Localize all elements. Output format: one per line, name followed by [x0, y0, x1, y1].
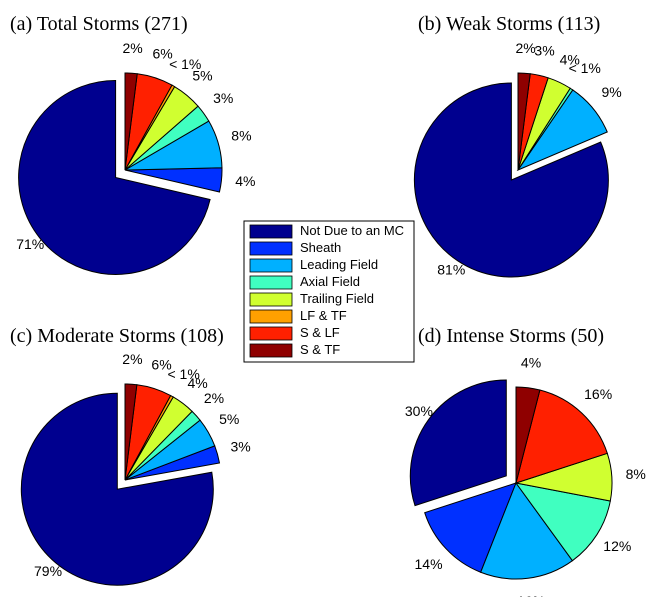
value-label: 6%	[151, 356, 171, 372]
value-label: 2%	[123, 40, 143, 56]
value-label: 81%	[437, 262, 465, 278]
pie-slice	[424, 482, 517, 573]
pie-slice	[515, 389, 608, 484]
value-label: 12%	[603, 538, 631, 554]
legend-swatch	[249, 309, 293, 324]
legend-swatch	[249, 326, 293, 341]
pie-slice	[517, 72, 531, 171]
value-label: 8%	[231, 128, 251, 144]
value-label: 3%	[213, 90, 233, 106]
legend-label: Trailing Field	[300, 291, 374, 306]
legend-swatch	[249, 275, 293, 290]
legend-label: S & TF	[300, 342, 340, 357]
value-label: < 1%	[169, 56, 201, 72]
chart-title: (b) Weak Storms (113)	[418, 13, 600, 35]
pie-slice	[413, 82, 609, 278]
legend-label: Not Due to an MC	[300, 223, 404, 238]
chart-title: (d) Intense Storms (50)	[418, 325, 604, 347]
pie-slice	[124, 72, 138, 171]
legend-swatch	[249, 224, 293, 239]
value-label: 2%	[516, 40, 536, 56]
pie-slice	[409, 379, 507, 507]
value-label: 4%	[188, 375, 208, 391]
legend-label: S & LF	[300, 325, 340, 340]
value-label: 4%	[560, 51, 580, 67]
value-label: < 1%	[569, 60, 601, 76]
value-label: 30%	[405, 403, 433, 419]
value-label: 5%	[219, 411, 239, 427]
value-label: < 1%	[167, 366, 199, 382]
legend-label: LF & TF	[300, 308, 347, 323]
value-label: 9%	[601, 84, 621, 100]
pie-slice	[18, 79, 211, 275]
value-label: 2%	[122, 351, 142, 367]
legend-swatch	[249, 292, 293, 307]
pie-slice	[480, 481, 574, 580]
value-label: 16%	[517, 593, 545, 597]
value-label: 5%	[192, 68, 212, 84]
legend-label: Sheath	[300, 240, 341, 255]
legend-swatch	[249, 258, 293, 273]
value-label: 16%	[584, 386, 612, 402]
pie-slice	[124, 383, 138, 481]
pie-slice	[20, 392, 214, 586]
value-label: 79%	[34, 563, 62, 579]
value-label: 3%	[231, 439, 251, 455]
legend-label: Axial Field	[300, 274, 360, 289]
value-label: 8%	[626, 466, 646, 482]
legend-label: Leading Field	[300, 257, 378, 272]
value-label: 71%	[16, 236, 44, 252]
chart-title: (a) Total Storms (271)	[10, 13, 188, 35]
pie-slice	[515, 386, 541, 484]
value-label: 3%	[534, 43, 554, 59]
value-label: 4%	[235, 173, 255, 189]
value-label: 14%	[415, 556, 443, 572]
chart-title: (c) Moderate Storms (108)	[10, 325, 224, 347]
value-label: 6%	[152, 46, 172, 62]
pie-slice	[514, 482, 611, 562]
value-label: 4%	[521, 355, 541, 371]
legend-swatch	[249, 343, 293, 358]
value-label: 2%	[204, 390, 224, 406]
legend-swatch	[249, 241, 293, 256]
